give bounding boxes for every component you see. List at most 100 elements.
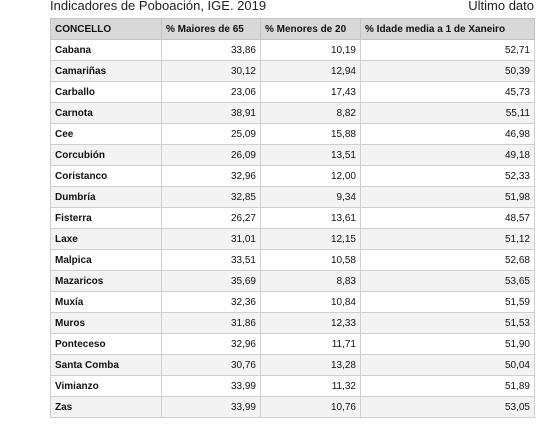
column-header-maiores-65: % Maiores de 65 <box>161 18 261 40</box>
table-row: Camariñas 30,12 12,94 50,39 <box>50 60 535 82</box>
cell-maiores-65: 33,51 <box>161 249 261 271</box>
cell-idade-media: 51,90 <box>360 333 535 355</box>
table-row: Carballo 23,06 17,43 45,73 <box>50 81 535 103</box>
cell-concello: Malpica <box>50 249 162 271</box>
cell-concello: Cabana <box>50 39 162 61</box>
table-header-row: CONCELLO % Maiores de 65 % Menores de 20… <box>50 18 535 40</box>
table-row: Malpica 33,51 10,58 52,68 <box>50 249 535 271</box>
cell-concello: Muxía <box>50 291 162 313</box>
cell-maiores-65: 33,99 <box>161 375 261 397</box>
page-header: Indicadores de Poboación, IGE. 2019 Ulti… <box>50 0 534 18</box>
cell-concello: Camariñas <box>50 60 162 82</box>
cell-concello: Dumbría <box>50 186 162 208</box>
table-body: Cabana 33,86 10,19 52,71 Camariñas 30,12 12,94… <box>50 39 535 418</box>
cell-menores-20: 12,15 <box>260 228 361 250</box>
table-row: Zas 33,99 10,76 53,05 <box>50 396 535 418</box>
table-row: Muxía 32,36 10,84 51,59 <box>50 291 535 313</box>
table-row: Corcubión 26,09 13,51 49,18 <box>50 144 535 166</box>
cell-concello: Laxe <box>50 228 162 250</box>
cell-maiores-65: 25,09 <box>161 123 261 145</box>
table-row: Ponteceso 32,96 11,71 51,90 <box>50 333 535 355</box>
cell-idade-media: 51,53 <box>360 312 535 334</box>
cell-maiores-65: 38,91 <box>161 102 261 124</box>
cell-concello: Santa Comba <box>50 354 162 376</box>
cell-menores-20: 11,32 <box>260 375 361 397</box>
cell-concello: Vimianzo <box>50 375 162 397</box>
cell-idade-media: 51,12 <box>360 228 535 250</box>
cell-menores-20: 12,00 <box>260 165 361 187</box>
table-row: Carnota 38,91 8,82 55,11 <box>50 102 535 124</box>
cell-maiores-65: 23,06 <box>161 81 261 103</box>
cell-maiores-65: 35,69 <box>161 270 261 292</box>
cell-maiores-65: 30,12 <box>161 60 261 82</box>
latest-data-label: Ultimo dato <box>468 0 534 13</box>
cell-concello: Muros <box>50 312 162 334</box>
table-row: Dumbría 32,85 9,34 51,98 <box>50 186 535 208</box>
cell-menores-20: 12,33 <box>260 312 361 334</box>
cell-concello: Carnota <box>50 102 162 124</box>
cell-idade-media: 50,39 <box>360 60 535 82</box>
cell-idade-media: 52,33 <box>360 165 535 187</box>
cell-concello: Cee <box>50 123 162 145</box>
cell-idade-media: 52,68 <box>360 249 535 271</box>
cell-idade-media: 53,65 <box>360 270 535 292</box>
cell-idade-media: 46,98 <box>360 123 535 145</box>
column-header-menores-20: % Menores de 20 <box>260 18 361 40</box>
cell-concello: Corcubión <box>50 144 162 166</box>
cell-menores-20: 12,94 <box>260 60 361 82</box>
cell-concello: Mazaricos <box>50 270 162 292</box>
population-indicators-table: CONCELLO % Maiores de 65 % Menores de 20… <box>50 18 535 418</box>
cell-concello: Ponteceso <box>50 333 162 355</box>
cell-menores-20: 9,34 <box>260 186 361 208</box>
cell-idade-media: 52,71 <box>360 39 535 61</box>
cell-menores-20: 10,84 <box>260 291 361 313</box>
cell-maiores-65: 32,96 <box>161 333 261 355</box>
cell-idade-media: 53,05 <box>360 396 535 418</box>
cell-idade-media: 55,11 <box>360 102 535 124</box>
table-row: Cabana 33,86 10,19 52,71 <box>50 39 535 61</box>
cell-concello: Carballo <box>50 81 162 103</box>
cell-maiores-65: 26,27 <box>161 207 261 229</box>
table-row: Coristanco 32,96 12,00 52,33 <box>50 165 535 187</box>
cell-menores-20: 10,58 <box>260 249 361 271</box>
cell-maiores-65: 26,09 <box>161 144 261 166</box>
cell-maiores-65: 33,99 <box>161 396 261 418</box>
cell-concello: Fisterra <box>50 207 162 229</box>
cell-menores-20: 10,76 <box>260 396 361 418</box>
cell-menores-20: 13,28 <box>260 354 361 376</box>
table-row: Muros 31,86 12,33 51,53 <box>50 312 535 334</box>
cell-menores-20: 8,82 <box>260 102 361 124</box>
table-row: Fisterra 26,27 13,61 48,57 <box>50 207 535 229</box>
cell-maiores-65: 32,85 <box>161 186 261 208</box>
cell-maiores-65: 31,86 <box>161 312 261 334</box>
table-row: Laxe 31,01 12,15 51,12 <box>50 228 535 250</box>
table-row: Mazaricos 35,69 8,83 53,65 <box>50 270 535 292</box>
cell-maiores-65: 33,86 <box>161 39 261 61</box>
cell-menores-20: 15,88 <box>260 123 361 145</box>
cell-menores-20: 10,19 <box>260 39 361 61</box>
cell-concello: Zas <box>50 396 162 418</box>
cell-menores-20: 11,71 <box>260 333 361 355</box>
column-header-idade-media: % Idade media a 1 de Xaneiro <box>360 18 535 40</box>
cell-menores-20: 13,61 <box>260 207 361 229</box>
cell-idade-media: 50,04 <box>360 354 535 376</box>
table-row: Vimianzo 33,99 11,32 51,89 <box>50 375 535 397</box>
cell-idade-media: 51,98 <box>360 186 535 208</box>
page-title: Indicadores de Poboación, IGE. 2019 <box>50 0 267 13</box>
cell-idade-media: 49,18 <box>360 144 535 166</box>
cell-menores-20: 13,51 <box>260 144 361 166</box>
cell-concello: Coristanco <box>50 165 162 187</box>
table-row: Cee 25,09 15,88 46,98 <box>50 123 535 145</box>
cell-menores-20: 17,43 <box>260 81 361 103</box>
cell-maiores-65: 31,01 <box>161 228 261 250</box>
cell-idade-media: 45,73 <box>360 81 535 103</box>
cell-maiores-65: 32,36 <box>161 291 261 313</box>
table-row: Santa Comba 30,76 13,28 50,04 <box>50 354 535 376</box>
cell-idade-media: 51,59 <box>360 291 535 313</box>
cell-idade-media: 51,89 <box>360 375 535 397</box>
cell-menores-20: 8,83 <box>260 270 361 292</box>
column-header-concello: CONCELLO <box>50 18 162 40</box>
cell-maiores-65: 30,76 <box>161 354 261 376</box>
cell-idade-media: 48,57 <box>360 207 535 229</box>
cell-maiores-65: 32,96 <box>161 165 261 187</box>
